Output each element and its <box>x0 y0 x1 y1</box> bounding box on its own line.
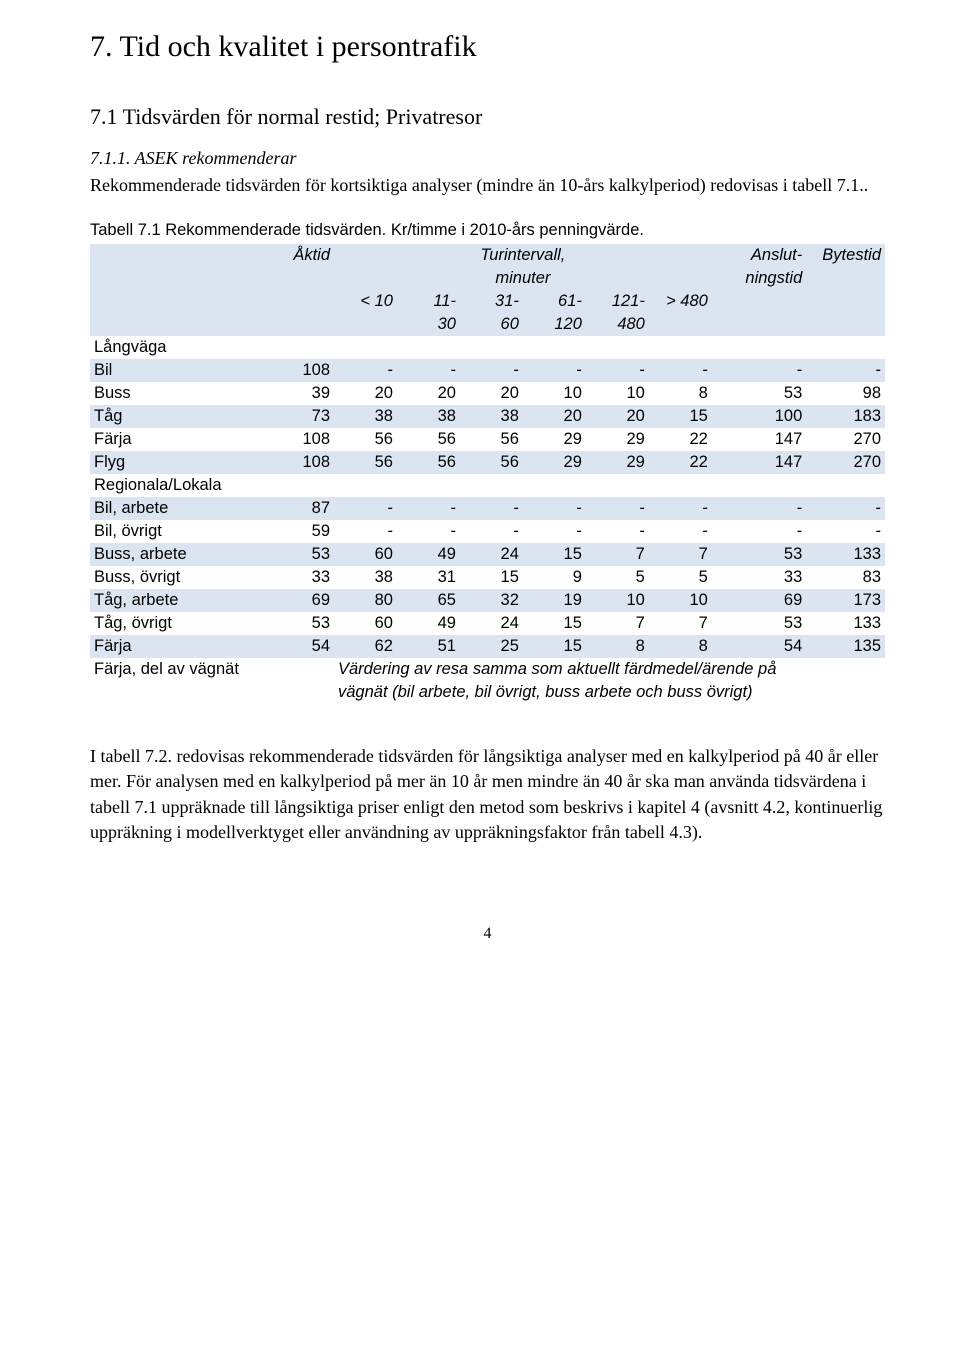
col-aktid: Åktid <box>271 244 334 267</box>
table-header-row-2: < 10 11- 31- 61- 121- > 480 <box>90 290 885 313</box>
col-bytestid: Bytestid <box>806 244 885 267</box>
table-row: Färja54 6251251588 54135 <box>90 635 885 658</box>
col-31-60: 31- <box>460 290 523 313</box>
col-61-120: 61- <box>523 290 586 313</box>
table-row: Tåg, övrigt53 6049241577 53133 <box>90 612 885 635</box>
heading-1: 7. Tid och kvalitet i persontrafik <box>90 30 885 64</box>
table-footnote-row-2: vägnät (bil arbete, bil övrigt, buss arb… <box>90 681 885 704</box>
col-anslut: Anslut- <box>712 244 806 267</box>
col-11-30: 11- <box>397 290 460 313</box>
table-row: Buss39 20202010108 5398 <box>90 382 885 405</box>
table-row: Buss, arbete53 6049241577 53133 <box>90 543 885 566</box>
heading-2: 7.1 Tidsvärden för normal restid; Privat… <box>90 104 885 130</box>
col-gt480: > 480 <box>649 290 712 313</box>
table-header-row-1: Åktid Turintervall, Anslut- Bytestid <box>90 244 885 267</box>
page-number: 4 <box>90 925 885 943</box>
section-langvaga: Långväga <box>90 336 885 359</box>
table-header-row-1b: minuter ningstid <box>90 267 885 290</box>
col-121-480: 121- <box>586 290 649 313</box>
table-row: Bil, arbete87 ------ -- <box>90 497 885 520</box>
table-caption: Tabell 7.1 Rekommenderade tidsvärden. Kr… <box>90 221 885 240</box>
col-anslut-2: ningstid <box>712 267 806 290</box>
col-turintervall-2: minuter <box>460 267 586 290</box>
table-footnote-row: Färja, del av vägnät Värdering av resa s… <box>90 658 885 681</box>
table-row: Buss, övrigt33 383115955 3383 <box>90 566 885 589</box>
table-row: Tåg73 383838202015 100183 <box>90 405 885 428</box>
col-turintervall: Turintervall, <box>460 244 586 267</box>
data-table: Åktid Turintervall, Anslut- Bytestid min… <box>90 244 885 704</box>
table-row: Flyg108 565656292922 147270 <box>90 451 885 474</box>
col-lt10: < 10 <box>334 290 397 313</box>
intro-paragraph: Rekommenderade tidsvärden för kortsiktig… <box>90 173 885 197</box>
table-row: Tåg, arbete69 806532191010 69173 <box>90 589 885 612</box>
table-row: Bil108 ------ -- <box>90 359 885 382</box>
table-header-row-2b: 30 60 120 480 <box>90 313 885 336</box>
body-paragraph: I tabell 7.2. redovisas rekommenderade t… <box>90 744 885 845</box>
table-row: Färja108 565656292922 147270 <box>90 428 885 451</box>
table-row: Bil, övrigt59 ------ -- <box>90 520 885 543</box>
subheading: 7.1.1. ASEK rekommenderar <box>90 148 885 169</box>
section-regionala: Regionala/Lokala <box>90 474 885 497</box>
